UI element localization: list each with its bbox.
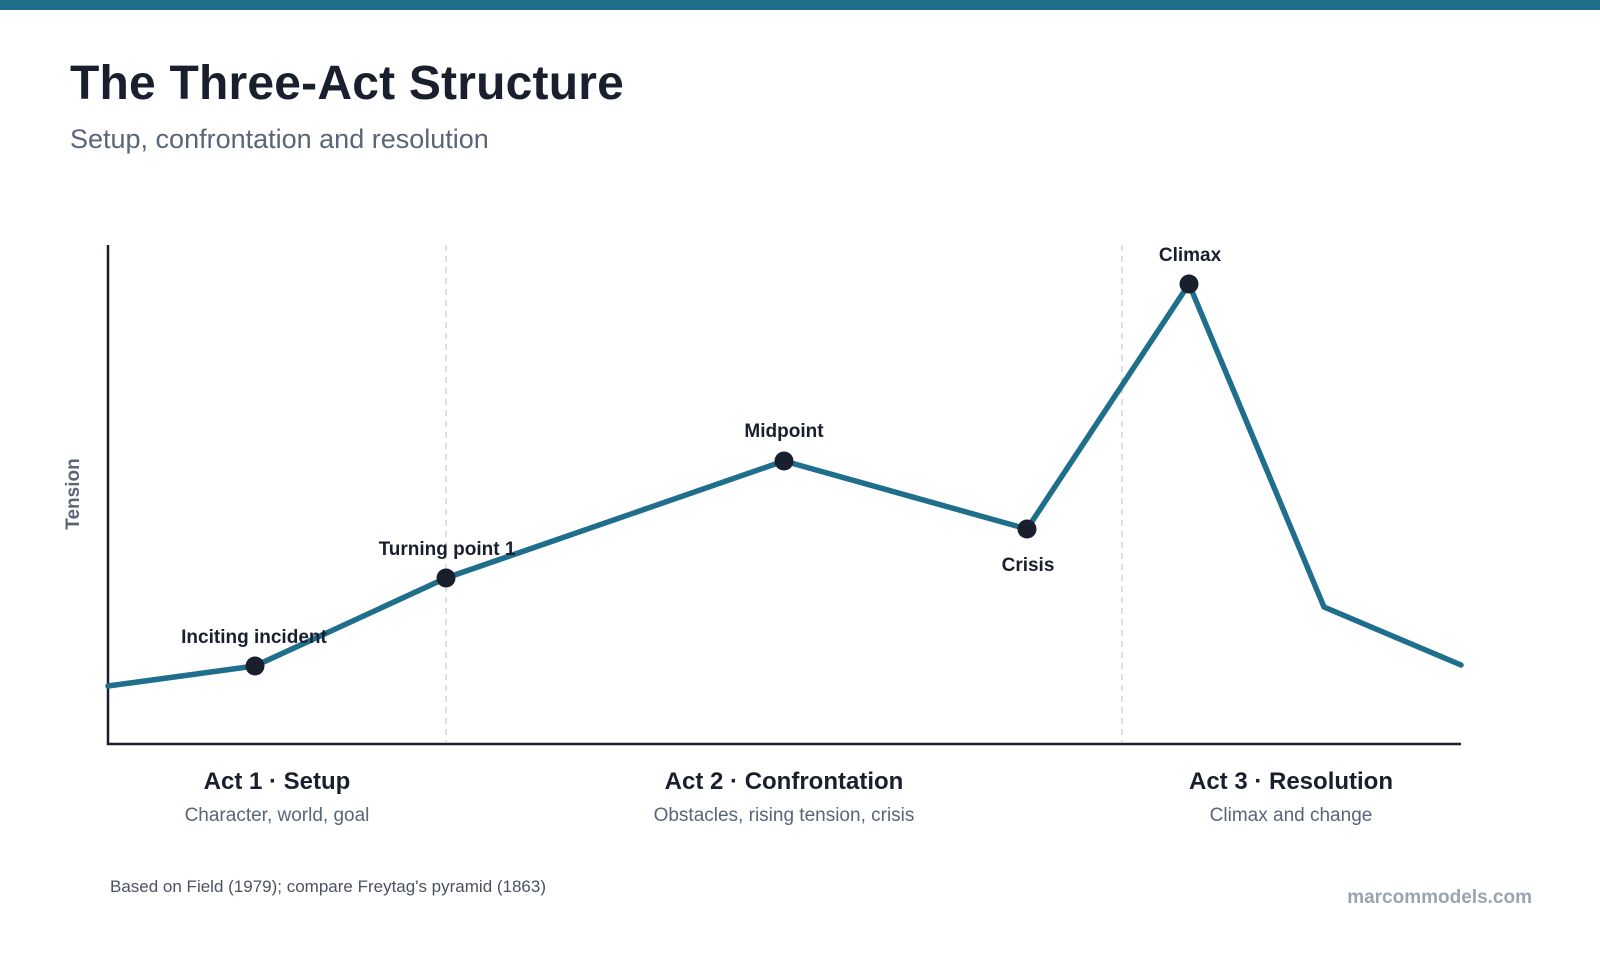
- milestone-crisis: [1017, 519, 1037, 539]
- top-accent-bar: [0, 0, 1600, 10]
- act-title: Act 3 · Resolution: [1189, 768, 1393, 795]
- milestone-label: Climax: [1159, 245, 1222, 266]
- y-axis-label: Tension: [63, 458, 84, 529]
- act-description: Climax and change: [1210, 805, 1373, 826]
- page-subtitle: Setup, confrontation and resolution: [70, 124, 489, 154]
- milestone-label: Midpoint: [744, 421, 824, 442]
- act-title: Act 1 · Setup: [204, 768, 351, 795]
- milestone-label: Turning point 1: [379, 539, 516, 560]
- source-note: Based on Field (1979); compare Freytag's…: [110, 877, 547, 896]
- milestone-inciting-incident: [245, 656, 265, 676]
- act-description: Obstacles, rising tension, crisis: [654, 805, 915, 826]
- tension-curve: [105, 281, 1464, 689]
- milestone-climax: [1179, 274, 1199, 294]
- page-title: The Three-Act Structure: [70, 57, 625, 110]
- brand-watermark: marcommodels.com: [1347, 887, 1532, 908]
- milestone-midpoint: [774, 451, 794, 471]
- act-description: Character, world, goal: [185, 805, 370, 826]
- milestone-turning-point-1: [436, 568, 456, 588]
- act-title: Act 2 · Confrontation: [665, 768, 904, 795]
- milestone-label: Crisis: [1002, 555, 1055, 576]
- milestone-label: Inciting incident: [181, 627, 327, 648]
